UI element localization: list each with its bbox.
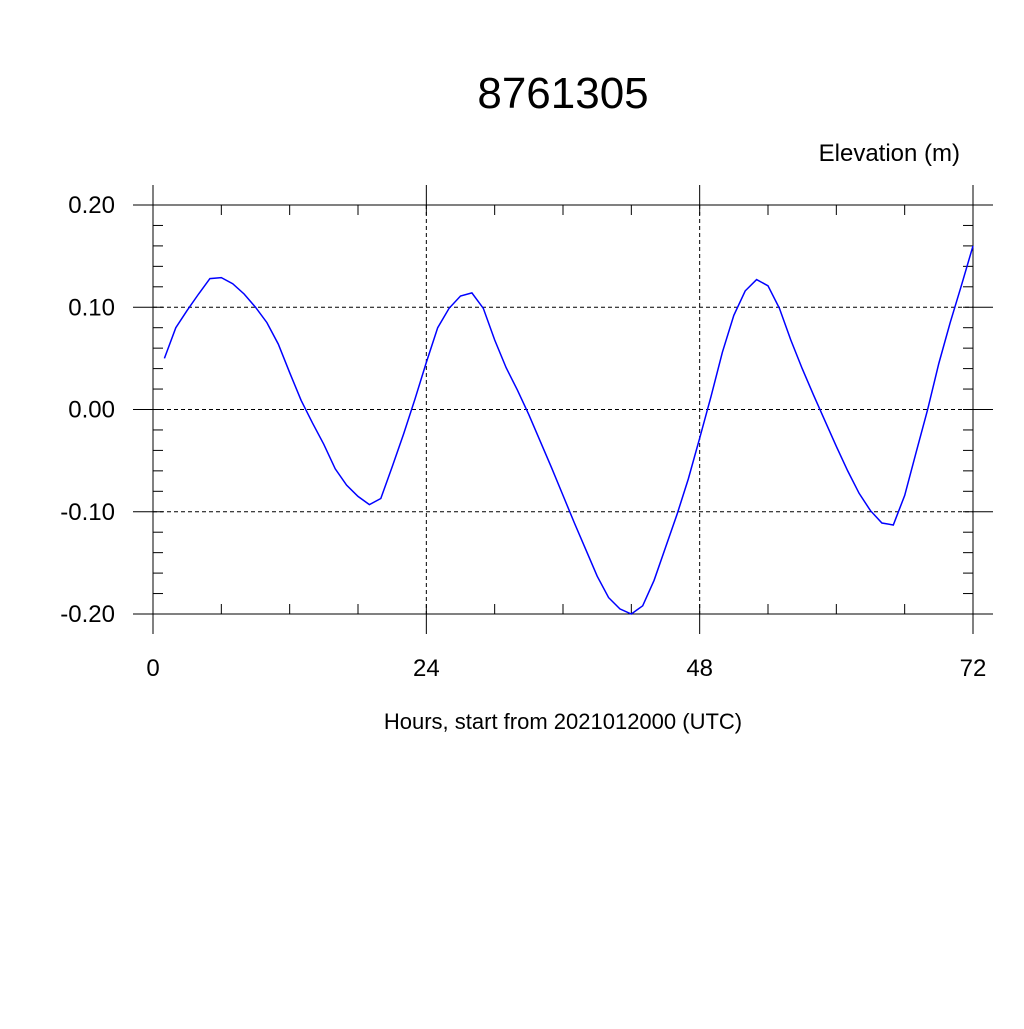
- plot-frame: [152, 204, 974, 615]
- x-tick-label: 48: [686, 655, 713, 682]
- y-tick-label: -0.10: [60, 499, 115, 526]
- plot-border: [152, 204, 974, 615]
- axis-ticks: [133, 185, 993, 634]
- grid-lines: [152, 204, 974, 615]
- x-tick-label: 72: [960, 655, 987, 682]
- elevation-series-line: [163, 245, 974, 615]
- y-tick-label: -0.20: [60, 601, 115, 628]
- y-tick-label: 0.00: [68, 397, 115, 424]
- x-axis-label: Hours, start from 2021012000 (UTC): [384, 709, 742, 734]
- units-label: Elevation (m): [819, 140, 960, 167]
- x-tick-label: 0: [146, 655, 159, 682]
- x-tick-label: 24: [413, 655, 440, 682]
- y-tick-label: 0.10: [68, 294, 115, 321]
- chart-title: 8761305: [477, 69, 648, 118]
- tick-labels: -0.20 -0.10 0.00 0.10 0.20 0 24 48 72: [60, 192, 986, 682]
- series-layer: [163, 245, 974, 615]
- y-tick-label: 0.20: [68, 192, 115, 219]
